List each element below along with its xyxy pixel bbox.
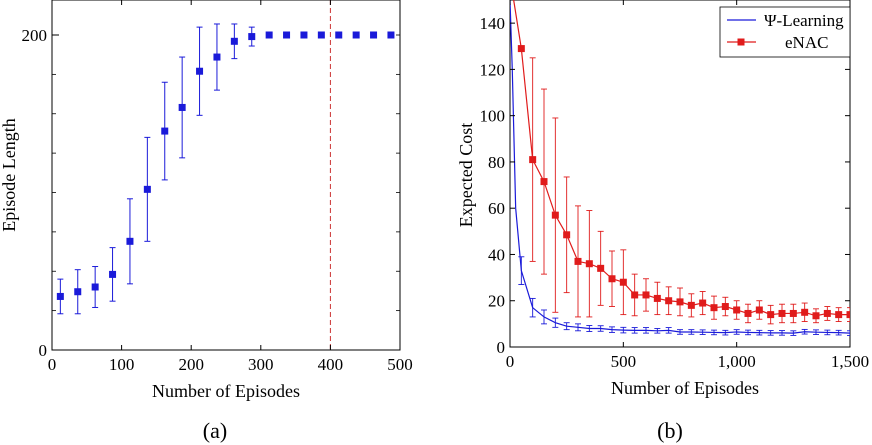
chart-a-xlabel: Number of Episodes xyxy=(152,381,300,401)
chart-b-point-enac xyxy=(812,312,820,320)
chart-a-point xyxy=(283,31,291,39)
chart-a-point xyxy=(265,31,273,39)
chart-a-frame xyxy=(51,0,401,351)
chart-b-point-enac xyxy=(653,294,661,302)
chart-a-point xyxy=(109,270,117,278)
chart-b: 0 500 1,000 1,500 0 20 40 60 80 100 120 140 Number … xyxy=(456,0,869,443)
chart-b-point-enac xyxy=(835,311,843,319)
chart-a-point xyxy=(335,31,343,39)
chart-a-point xyxy=(178,103,186,111)
chart-b-ytick-label: 40 xyxy=(488,245,505,264)
chart-b-point-enac xyxy=(631,291,639,299)
chart-b-point-enac xyxy=(789,309,797,317)
chart-b-xtick-label: 1,500 xyxy=(831,352,869,371)
chart-b-point-enac xyxy=(642,291,650,299)
chart-a-ytick-label: 0 xyxy=(39,341,48,360)
chart-b-ytick-label: 0 xyxy=(497,338,506,357)
chart-a-point xyxy=(370,31,378,39)
chart-b-point-enac xyxy=(676,298,684,306)
chart-b-ytick-label: 140 xyxy=(480,14,506,33)
chart-b-point-enac xyxy=(665,297,673,305)
chart-a-point xyxy=(91,283,99,291)
chart-b-point-enac xyxy=(517,45,525,53)
chart-b-point-enac xyxy=(767,311,775,319)
chart-b-ytick-label: 20 xyxy=(488,292,505,311)
chart-b-point-enac xyxy=(551,211,559,219)
chart-b-point-enac xyxy=(585,260,593,268)
chart-a-xtick-label: 100 xyxy=(109,355,135,374)
chart-a-point xyxy=(317,31,325,39)
chart-b-point-enac xyxy=(619,278,627,286)
chart-b-ytick-label: 120 xyxy=(480,60,506,79)
chart-b-point-enac xyxy=(574,257,582,265)
legend-entry-enac: eNAC xyxy=(785,33,828,52)
chart-a-caption: (a) xyxy=(203,418,227,443)
chart-b-point-enac xyxy=(721,303,729,311)
chart-b-point-enac xyxy=(733,306,741,314)
chart-a-point xyxy=(213,53,221,61)
chart-b-legend: Ψ-Learning eNAC xyxy=(719,6,851,58)
chart-b-point-enac xyxy=(699,299,707,307)
chart-a-point xyxy=(387,31,395,39)
chart-a-point xyxy=(230,37,238,45)
chart-b-frame xyxy=(509,0,851,348)
legend-marker-enac xyxy=(737,38,745,46)
chart-a-point xyxy=(352,31,360,39)
chart-a-point xyxy=(126,237,134,245)
chart-b-point-enac xyxy=(823,309,831,317)
chart-b-point-enac xyxy=(755,306,763,314)
chart-a-xtick-label: 0 xyxy=(48,355,57,374)
chart-b-line-psi xyxy=(510,0,850,334)
chart-b-point-enac xyxy=(778,309,786,317)
chart-a-xtick-label: 200 xyxy=(178,355,204,374)
chart-a-point xyxy=(143,185,151,193)
chart-a-point xyxy=(56,292,64,300)
chart-b-point-enac xyxy=(608,275,616,283)
chart-b-point-enac xyxy=(710,304,718,312)
chart-a-xtick-label: 400 xyxy=(318,355,344,374)
legend-entry-psi: Ψ-Learning xyxy=(764,11,844,30)
chart-b-ytick-label: 80 xyxy=(488,153,505,172)
chart-b-xlabel: Number of Episodes xyxy=(611,378,759,398)
chart-b-point-enac xyxy=(563,231,571,239)
chart-b-point-enac xyxy=(801,308,809,316)
chart-a-xtick-label: 300 xyxy=(248,355,274,374)
chart-b-caption: (b) xyxy=(657,418,683,443)
chart-a-point xyxy=(300,31,308,39)
chart-b-point-enac xyxy=(744,309,752,317)
chart-b-point-enac xyxy=(529,156,537,164)
chart-b-xtick-label: 500 xyxy=(611,352,637,371)
chart-a-xtick-label: 500 xyxy=(387,355,413,374)
chart-b-point-enac xyxy=(846,311,850,319)
chart-a-ytick-label: 200 xyxy=(22,26,48,45)
legend-box xyxy=(719,6,851,58)
chart-b-ytick-label: 60 xyxy=(488,199,505,218)
chart-a-point xyxy=(196,67,204,75)
chart-a-point xyxy=(161,127,169,135)
chart-a-point xyxy=(74,288,82,296)
chart-b-point-enac xyxy=(540,178,548,186)
chart-b-xtick-label: 1,000 xyxy=(718,352,756,371)
chart-b-ytick-label: 100 xyxy=(480,107,506,126)
chart-b-ylabel: Expected Cost xyxy=(456,123,476,227)
chart-a-point xyxy=(248,33,256,41)
chart-b-xtick-label: 0 xyxy=(506,352,515,371)
chart-a-ylabel: Episode Length xyxy=(0,118,19,231)
chart-b-point-enac xyxy=(687,301,695,309)
chart-b-point-enac xyxy=(597,264,605,272)
